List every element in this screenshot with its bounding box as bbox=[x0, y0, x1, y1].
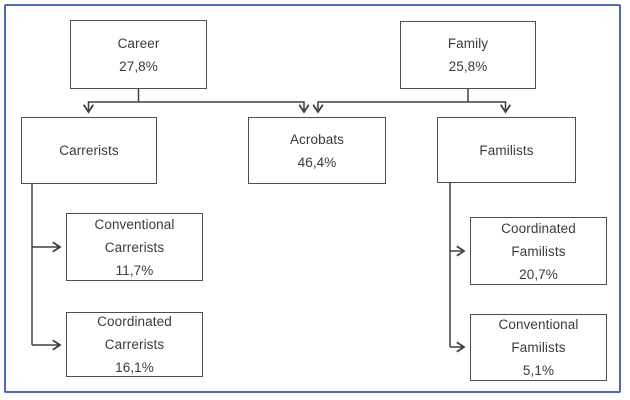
node-coordinated-carrerists-value: 16,1% bbox=[115, 360, 154, 375]
node-conventional-familists: Conventional Familists 5,1% bbox=[470, 314, 607, 381]
node-coordinated-familists-value: 20,7% bbox=[519, 266, 558, 282]
node-family-value: 25,8% bbox=[448, 59, 488, 74]
node-conventional-carrerists: Conventional Carrerists 11,7% bbox=[66, 213, 203, 281]
node-conventional-familists-value: 5,1% bbox=[522, 363, 555, 378]
node-conventional-carrerists-label-2: Carrerists bbox=[104, 239, 165, 255]
node-coordinated-familists: Coordinated Familists 20,7% bbox=[470, 217, 607, 285]
node-carrerists: Carrerists bbox=[21, 117, 157, 184]
node-conventional-carrerists-value: 11,7% bbox=[115, 262, 154, 278]
node-coordinated-carrerists-label-1: Coordinated bbox=[97, 314, 172, 329]
node-acrobats-value: 46,4% bbox=[297, 154, 337, 170]
node-career: Career 27,8% bbox=[70, 20, 207, 89]
node-coordinated-carrerists: Coordinated Carrerists 16,1% bbox=[66, 312, 203, 377]
node-familists: Familists bbox=[437, 117, 576, 183]
node-coordinated-familists-label-2: Familists bbox=[511, 243, 566, 259]
node-carrerists-label: Carrerists bbox=[59, 143, 119, 158]
node-career-label: Career bbox=[117, 35, 160, 51]
node-acrobats-label: Acrobats bbox=[289, 131, 345, 147]
node-coordinated-carrerists-label-2: Carrerists bbox=[104, 337, 165, 352]
node-coordinated-familists-label-1: Coordinated bbox=[501, 220, 576, 236]
node-family-label: Family bbox=[447, 36, 489, 51]
node-career-value: 27,8% bbox=[119, 58, 158, 74]
node-familists-label: Familists bbox=[479, 142, 534, 158]
node-conventional-carrerists-label-1: Conventional bbox=[94, 216, 175, 232]
node-conventional-familists-label-1: Conventional bbox=[498, 317, 579, 332]
node-family: Family 25,8% bbox=[400, 21, 536, 89]
node-acrobats: Acrobats 46,4% bbox=[248, 117, 386, 184]
node-conventional-familists-label-2: Familists bbox=[511, 340, 566, 355]
